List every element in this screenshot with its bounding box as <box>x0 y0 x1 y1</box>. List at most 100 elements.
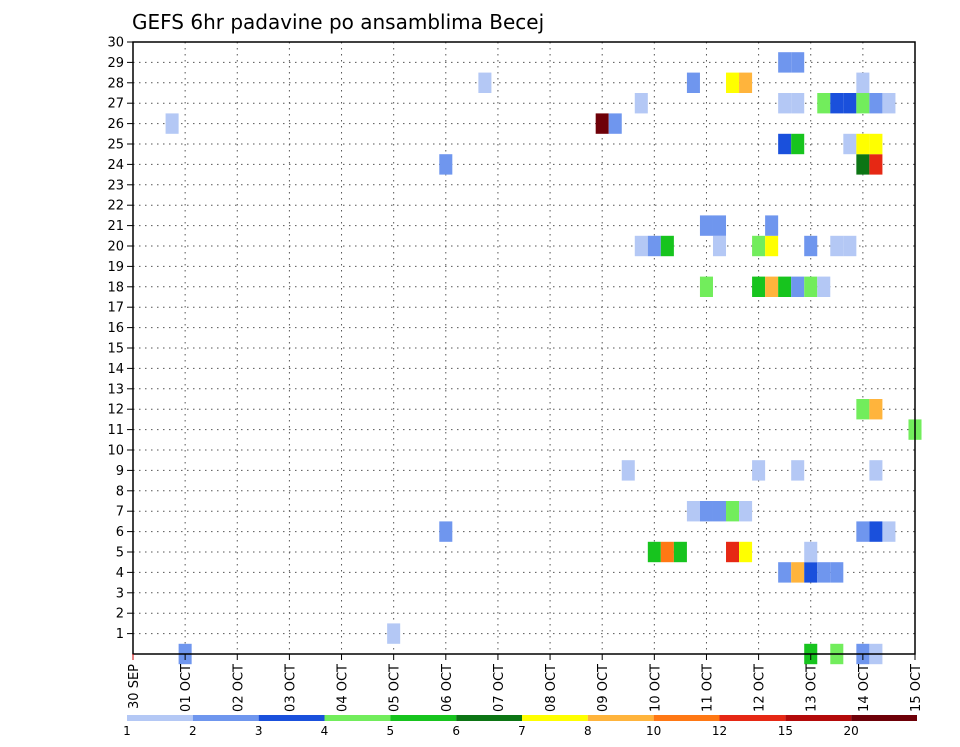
heatmap-cell <box>791 52 805 73</box>
colorbar-label: 12 <box>712 724 727 738</box>
heatmap-cell <box>739 541 753 563</box>
x-tick-label: 07 OCT <box>492 664 507 712</box>
heatmap-cell <box>778 562 792 583</box>
heatmap-cell <box>869 399 883 420</box>
heatmap-cell <box>869 133 883 155</box>
heatmap-cell <box>647 541 661 563</box>
colorbar-label: 5 <box>387 724 395 738</box>
heatmap-cell <box>856 521 870 542</box>
heatmap-cell <box>673 541 687 563</box>
y-tick-label: 9 <box>116 464 124 479</box>
heatmap-cell <box>387 623 401 644</box>
heatmap-cell <box>660 235 674 257</box>
heatmap-cell <box>791 93 805 114</box>
heatmap-cell <box>869 460 883 481</box>
y-tick-label: 13 <box>107 382 124 397</box>
x-tick-label: 05 OCT <box>388 664 403 712</box>
x-tick-label: 11 OCT <box>700 664 715 712</box>
x-tick-label: 02 OCT <box>231 664 246 712</box>
colorbar-label: 20 <box>844 724 859 738</box>
y-tick-label: 6 <box>116 525 124 540</box>
heatmap-cell <box>712 501 727 522</box>
heatmap-cell <box>699 501 713 522</box>
y-tick-label: 12 <box>107 403 124 418</box>
y-tick-label: 17 <box>107 301 124 316</box>
x-tick-label: 04 OCT <box>336 664 351 712</box>
heatmap-cell <box>830 93 844 114</box>
heatmap-cell <box>843 235 857 257</box>
y-tick-label: 27 <box>107 97 124 112</box>
heatmap-cell <box>752 235 766 257</box>
heatmap-cell <box>817 93 831 114</box>
heatmap-cell <box>621 460 635 481</box>
heatmap-cell <box>699 215 713 236</box>
colorbar-segment <box>653 715 720 721</box>
y-tick-label: 23 <box>107 178 124 193</box>
y-tick-label: 5 <box>116 546 124 561</box>
heatmap-cell <box>869 154 883 175</box>
x-tick-label: 15 OCT <box>909 664 924 712</box>
heatmap-cell <box>726 541 740 563</box>
colorbar-segment <box>785 715 852 721</box>
y-tick-label: 18 <box>107 280 124 295</box>
heatmap-cell <box>439 154 453 175</box>
colorbar-label: 15 <box>778 724 793 738</box>
colorbar-segment <box>851 715 917 721</box>
heatmap-cell <box>647 235 661 257</box>
data-cells <box>165 52 922 665</box>
heatmap-cell <box>439 521 453 542</box>
chart-title: GEFS 6hr padavine po ansamblima Becej <box>132 10 544 34</box>
y-tick-label: 25 <box>107 138 124 153</box>
heatmap-cell <box>712 235 727 257</box>
y-tick-label: 26 <box>107 117 124 132</box>
heatmap-cell <box>830 235 844 257</box>
y-tick-label: 7 <box>116 505 124 520</box>
x-tick-label: 14 OCT <box>857 664 872 712</box>
colorbar-segment <box>258 715 325 721</box>
y-tick-label: 15 <box>107 342 124 357</box>
y-tick-label: 21 <box>107 219 124 234</box>
y-tick-label: 8 <box>116 484 124 499</box>
colorbar-segment <box>522 715 588 721</box>
x-tick-label: 12 OCT <box>753 664 768 712</box>
heatmap-cell <box>765 235 779 257</box>
y-tick-label: 22 <box>107 199 124 214</box>
heatmap-cell <box>712 215 727 236</box>
heatmap-cell <box>882 521 896 542</box>
y-tick-label: 11 <box>107 423 124 438</box>
heatmap-cell <box>856 72 870 93</box>
colorbar-segment <box>719 715 786 721</box>
heatmap-cell <box>634 93 648 114</box>
heatmap-cell <box>660 541 674 563</box>
y-tick-label: 1 <box>116 627 124 642</box>
y-tick-label: 29 <box>107 56 124 71</box>
heatmap-cell <box>791 460 805 481</box>
colorbar-label: 8 <box>584 724 592 738</box>
heatmap-cell <box>765 215 779 236</box>
heatmap-cell <box>778 93 792 114</box>
heatmap-cell <box>869 521 883 542</box>
heatmap-cell <box>752 460 766 481</box>
y-tick-label: 20 <box>107 240 124 255</box>
colorbar-segment <box>390 715 457 721</box>
y-axis: 1234567891011121314151617181920212223242… <box>107 36 133 642</box>
heatmap-cell <box>634 235 648 257</box>
heatmap-cell <box>804 276 818 297</box>
heatmap-cell <box>817 562 831 583</box>
heatmap-cell <box>778 52 792 73</box>
heatmap-cell <box>765 276 779 297</box>
heatmap-cell <box>856 154 870 175</box>
y-tick-label: 3 <box>116 586 124 601</box>
heatmap-cell <box>856 93 870 114</box>
heatmap-cell <box>856 399 870 420</box>
heatmap-cell <box>726 501 740 522</box>
heatmap-cell <box>739 72 753 93</box>
colorbar-segment <box>456 715 522 721</box>
y-tick-label: 30 <box>107 36 124 51</box>
heatmap-cell <box>699 276 713 297</box>
x-tick-label: 01 OCT <box>179 664 194 712</box>
heatmap-cell <box>791 562 805 583</box>
colorbar-segment <box>192 715 259 721</box>
